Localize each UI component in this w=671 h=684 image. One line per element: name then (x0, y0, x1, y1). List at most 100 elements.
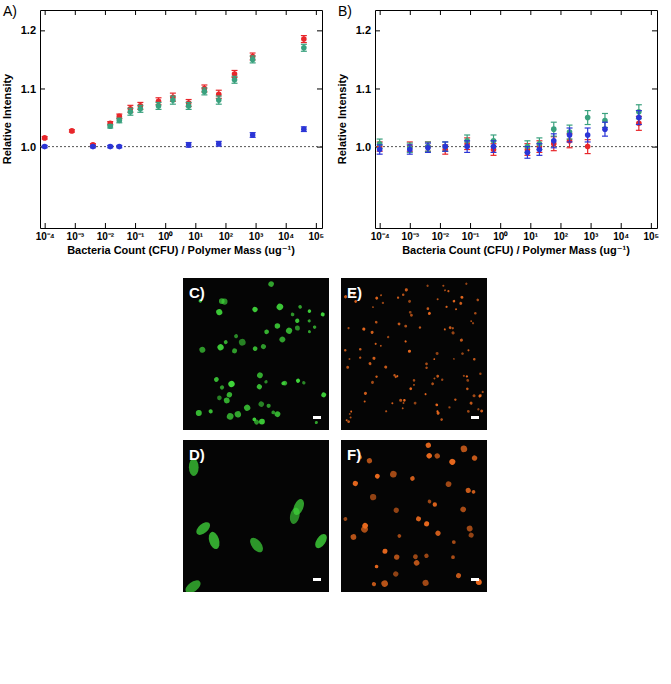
cell (248, 535, 266, 554)
cell (371, 581, 377, 587)
panel-label: E) (347, 284, 362, 301)
error-cap (232, 70, 238, 71)
tick (45, 10, 46, 15)
point (636, 115, 642, 121)
point (128, 109, 134, 115)
cell (461, 352, 465, 356)
cell (412, 553, 419, 560)
micrograph-panel: E) (341, 278, 487, 430)
tick-mark (75, 223, 76, 228)
error-cap (377, 144, 383, 145)
reference-line (375, 146, 657, 147)
cell (364, 400, 366, 402)
error-cap (186, 99, 192, 100)
tick (317, 30, 322, 31)
tick (75, 10, 76, 15)
error-cap (216, 90, 222, 91)
error-bar (407, 143, 413, 152)
cell (359, 348, 362, 351)
point (525, 150, 531, 156)
error-cap (407, 143, 413, 144)
micrograph-panel: D) (183, 440, 329, 596)
point (551, 138, 557, 144)
cell (271, 410, 275, 414)
error-cap (524, 146, 530, 147)
tick (621, 10, 622, 15)
cell (243, 403, 252, 412)
error-cap (250, 52, 256, 53)
point (585, 132, 591, 138)
cell (374, 343, 377, 346)
cell (346, 366, 350, 370)
tick-mark (256, 10, 257, 15)
cell (425, 366, 428, 369)
cell (264, 329, 270, 335)
tick-label: 10⁴ (613, 231, 629, 242)
tick (440, 10, 441, 15)
cell (393, 554, 399, 560)
x-axis-top (41, 10, 323, 15)
error-cap (636, 110, 642, 111)
tick: 10² (219, 223, 234, 242)
cell (213, 376, 220, 383)
cell (470, 320, 472, 322)
x-axis: 10⁻⁴10⁻³10⁻²10⁻¹10⁰10¹10²10³10⁴10⁵ (36, 223, 325, 242)
cell (359, 356, 362, 359)
tick (135, 10, 136, 15)
cell (427, 499, 432, 504)
cell (448, 406, 450, 408)
tick-label: 10¹ (524, 231, 539, 242)
cell (372, 306, 374, 308)
tick-label: 10⁻¹ (127, 231, 145, 242)
point (202, 89, 208, 95)
error-cap (636, 124, 642, 125)
cell (402, 293, 405, 296)
tick (560, 10, 561, 15)
error-cap (301, 35, 307, 36)
tick-label: 10⁵ (308, 231, 324, 242)
tick (105, 10, 106, 15)
cell (465, 375, 468, 378)
error-cap (567, 141, 573, 142)
cell (266, 404, 270, 408)
tick (652, 88, 657, 89)
error-bar (491, 141, 497, 153)
cell (410, 314, 413, 317)
cell (320, 312, 325, 317)
cell (298, 304, 303, 309)
tick (591, 10, 592, 15)
point (585, 144, 591, 150)
cell (295, 325, 300, 330)
cell (408, 350, 412, 354)
tick: 10⁻⁴ (371, 223, 390, 242)
axis-line (322, 11, 323, 229)
cell (431, 382, 435, 386)
cell (252, 417, 256, 421)
cell (471, 489, 476, 494)
micrograph-panel: F) (341, 440, 487, 592)
cell (278, 335, 286, 343)
cell (451, 327, 454, 330)
error-bar (585, 128, 591, 142)
cell (409, 475, 415, 481)
cell (208, 409, 213, 414)
point (567, 132, 573, 138)
cell (415, 516, 422, 523)
tick-label: 1.2 (356, 24, 371, 36)
cell (275, 302, 284, 311)
scale-bar (471, 416, 479, 419)
cell (385, 410, 387, 412)
error-bar (551, 134, 557, 148)
point (551, 126, 557, 132)
error-bar (425, 143, 431, 152)
plot-area (40, 36, 322, 150)
series (377, 105, 642, 153)
error-cap (156, 97, 162, 98)
tick-mark (105, 223, 106, 228)
error-cap (127, 115, 133, 116)
cell (251, 306, 258, 313)
tick-label: 1.2 (21, 24, 36, 36)
panel-label: F) (347, 446, 361, 463)
tick-label: 10⁻⁴ (36, 231, 55, 242)
error-cap (464, 152, 470, 153)
